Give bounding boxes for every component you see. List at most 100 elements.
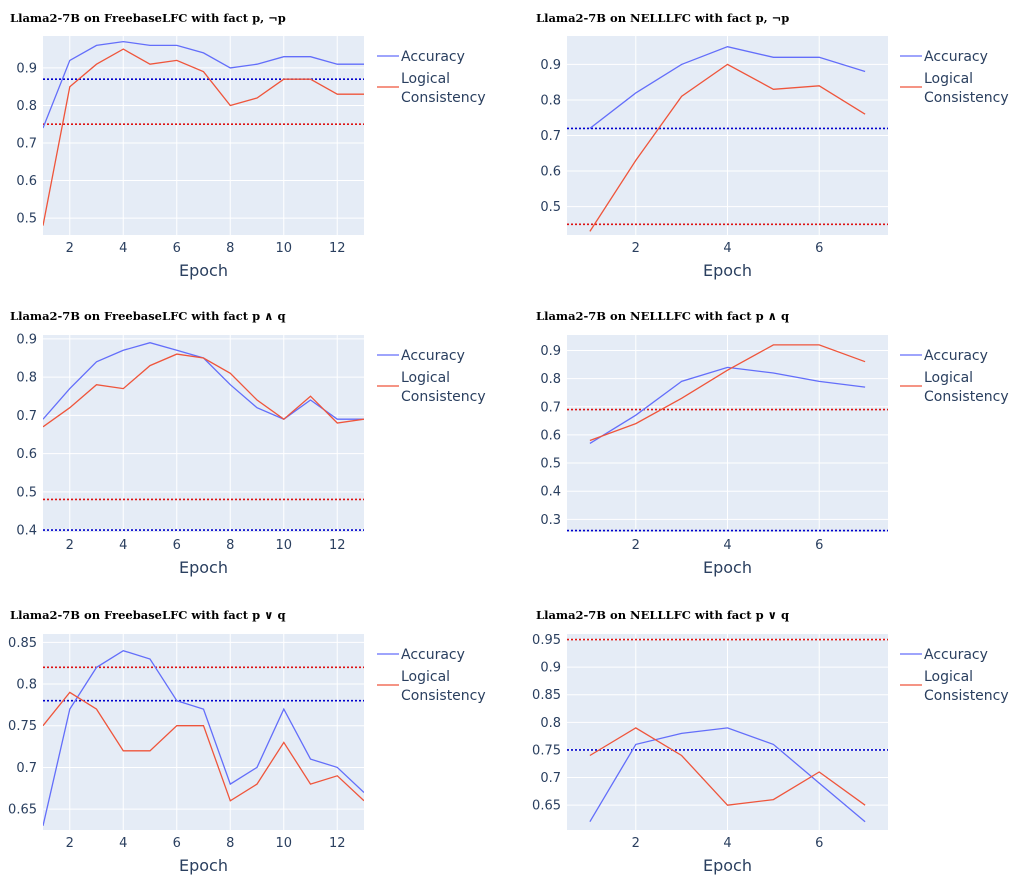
legend-logical-label-line1: Logical bbox=[924, 669, 973, 685]
legend-accuracy-label: Accuracy bbox=[924, 49, 988, 65]
y-tick-label: 0.8 bbox=[16, 99, 37, 114]
y-tick-label: 0.6 bbox=[540, 428, 561, 443]
legend-logical-label-line2: Consistency bbox=[924, 389, 1009, 405]
x-tick-label: 4 bbox=[119, 538, 127, 553]
y-tick-label: 0.7 bbox=[540, 129, 561, 144]
y-tick-label: 0.5 bbox=[16, 212, 37, 227]
y-tick-label: 0.8 bbox=[540, 372, 561, 387]
y-tick-label: 0.75 bbox=[8, 719, 37, 734]
y-tick-label: 0.6 bbox=[16, 174, 37, 189]
y-tick-label: 0.9 bbox=[16, 332, 37, 347]
legend-logical-label-line2: Consistency bbox=[924, 90, 1009, 106]
y-tick-label: 0.7 bbox=[16, 137, 37, 152]
legend: Accuracy Logical Consistency bbox=[377, 647, 486, 704]
chart-panel-3: Llama2-7B on FreebaseLFC with fact p ∧ q… bbox=[10, 309, 486, 577]
x-axis-label: Epoch bbox=[703, 261, 752, 280]
x-tick-label: 2 bbox=[66, 538, 74, 553]
y-tick-label: 0.75 bbox=[532, 743, 561, 758]
y-tick-label: 0.85 bbox=[532, 688, 561, 703]
chart-panel-5: Llama2-7B on FreebaseLFC with fact p ∨ q… bbox=[8, 608, 486, 875]
grid-lines bbox=[567, 335, 888, 532]
legend-accuracy-label: Accuracy bbox=[924, 647, 988, 663]
x-tick-label: 8 bbox=[226, 538, 234, 553]
y-tick-label: 0.6 bbox=[540, 165, 561, 180]
legend-logical-label-line1: Logical bbox=[401, 669, 450, 685]
x-tick-label: 6 bbox=[815, 241, 823, 256]
x-tick-label: 2 bbox=[66, 836, 74, 851]
legend: Accuracy Logical Consistency bbox=[377, 348, 486, 405]
y-tick-label: 0.7 bbox=[16, 409, 37, 424]
grid-lines bbox=[567, 634, 888, 830]
legend: Accuracy Logical Consistency bbox=[377, 49, 486, 106]
accuracy-line bbox=[43, 40, 364, 129]
x-tick-label: 12 bbox=[329, 241, 346, 256]
x-tick-label: 8 bbox=[226, 836, 234, 851]
y-tick-label: 0.6 bbox=[16, 447, 37, 462]
y-tick-label: 0.8 bbox=[540, 716, 561, 731]
legend-accuracy-label: Accuracy bbox=[401, 647, 465, 663]
legend-logical-label-line1: Logical bbox=[924, 71, 973, 87]
logical-consistency-line bbox=[589, 727, 866, 806]
chart-title: Llama2-7B on NELLLFC with fact p ∨ q bbox=[536, 608, 789, 622]
x-tick-label: 10 bbox=[275, 836, 292, 851]
legend-logical-label-line1: Logical bbox=[924, 370, 973, 386]
x-tick-label: 12 bbox=[329, 836, 346, 851]
y-tick-label: 0.8 bbox=[16, 678, 37, 693]
x-tick-label: 6 bbox=[815, 538, 823, 553]
plot-area bbox=[43, 36, 364, 235]
x-tick-label: 10 bbox=[275, 538, 292, 553]
accuracy-line bbox=[589, 727, 866, 823]
y-tick-label: 0.5 bbox=[540, 200, 561, 215]
y-tick-label: 0.5 bbox=[540, 457, 561, 472]
legend: Accuracy Logical Consistency bbox=[900, 647, 1009, 704]
x-tick-label: 12 bbox=[329, 538, 346, 553]
x-tick-label: 6 bbox=[173, 836, 181, 851]
logical-consistency-line bbox=[589, 344, 866, 442]
x-axis-label: Epoch bbox=[703, 856, 752, 875]
y-tick-label: 0.5 bbox=[16, 485, 37, 500]
x-tick-label: 2 bbox=[632, 241, 640, 256]
chart-panel-2: Llama2-7B on NELLLFC with fact p, ¬p 2 4 6 0… bbox=[536, 11, 1009, 280]
y-tick-label: 0.4 bbox=[16, 524, 37, 539]
x-tick-label: 10 bbox=[275, 241, 292, 256]
y-tick-label: 0.9 bbox=[540, 661, 561, 676]
legend-logical-label-line1: Logical bbox=[401, 71, 450, 87]
y-tick-label: 0.3 bbox=[540, 513, 561, 528]
x-axis-label: Epoch bbox=[179, 558, 228, 577]
legend-logical-label-line2: Consistency bbox=[401, 688, 486, 704]
x-axis-label: Epoch bbox=[179, 261, 228, 280]
chart-title: Llama2-7B on FreebaseLFC with fact p ∧ q bbox=[10, 309, 286, 323]
y-tick-label: 0.4 bbox=[540, 485, 561, 500]
legend: Accuracy Logical Consistency bbox=[900, 348, 1009, 405]
legend-accuracy-label: Accuracy bbox=[401, 348, 465, 364]
chart-panel-4: Llama2-7B on NELLLFC with fact p ∧ q 2 4 6 0… bbox=[536, 309, 1009, 577]
logical-consistency-line bbox=[589, 63, 866, 232]
plot-area bbox=[43, 335, 364, 532]
logical-consistency-line bbox=[43, 48, 364, 226]
legend-logical-label-line2: Consistency bbox=[401, 90, 486, 106]
legend: Accuracy Logical Consistency bbox=[900, 49, 1009, 106]
accuracy-line bbox=[43, 649, 364, 826]
legend-logical-label-line2: Consistency bbox=[401, 389, 486, 405]
x-tick-label: 6 bbox=[815, 836, 823, 851]
accuracy-line bbox=[589, 366, 866, 444]
y-tick-label: 0.65 bbox=[8, 803, 37, 818]
grid-lines bbox=[43, 36, 364, 235]
chart-title: Llama2-7B on NELLLFC with fact p ∧ q bbox=[536, 309, 789, 323]
chart-title: Llama2-7B on FreebaseLFC with fact p ∨ q bbox=[10, 608, 286, 622]
x-axis-label: Epoch bbox=[179, 856, 228, 875]
x-tick-label: 4 bbox=[723, 836, 731, 851]
logical-consistency-line bbox=[43, 691, 364, 802]
y-tick-label: 0.7 bbox=[540, 400, 561, 415]
y-tick-label: 0.8 bbox=[540, 93, 561, 108]
y-tick-label: 0.8 bbox=[16, 371, 37, 386]
x-tick-label: 6 bbox=[173, 241, 181, 256]
logical-consistency-line bbox=[43, 353, 364, 428]
chart-title: Llama2-7B on FreebaseLFC with fact p, ¬p bbox=[10, 11, 286, 25]
chart-panel-6: Llama2-7B on NELLLFC with fact p ∨ q 2 4 6 0… bbox=[532, 608, 1009, 875]
accuracy-line bbox=[589, 46, 866, 129]
x-tick-label: 6 bbox=[173, 538, 181, 553]
y-tick-label: 0.9 bbox=[540, 344, 561, 359]
x-tick-label: 2 bbox=[632, 836, 640, 851]
